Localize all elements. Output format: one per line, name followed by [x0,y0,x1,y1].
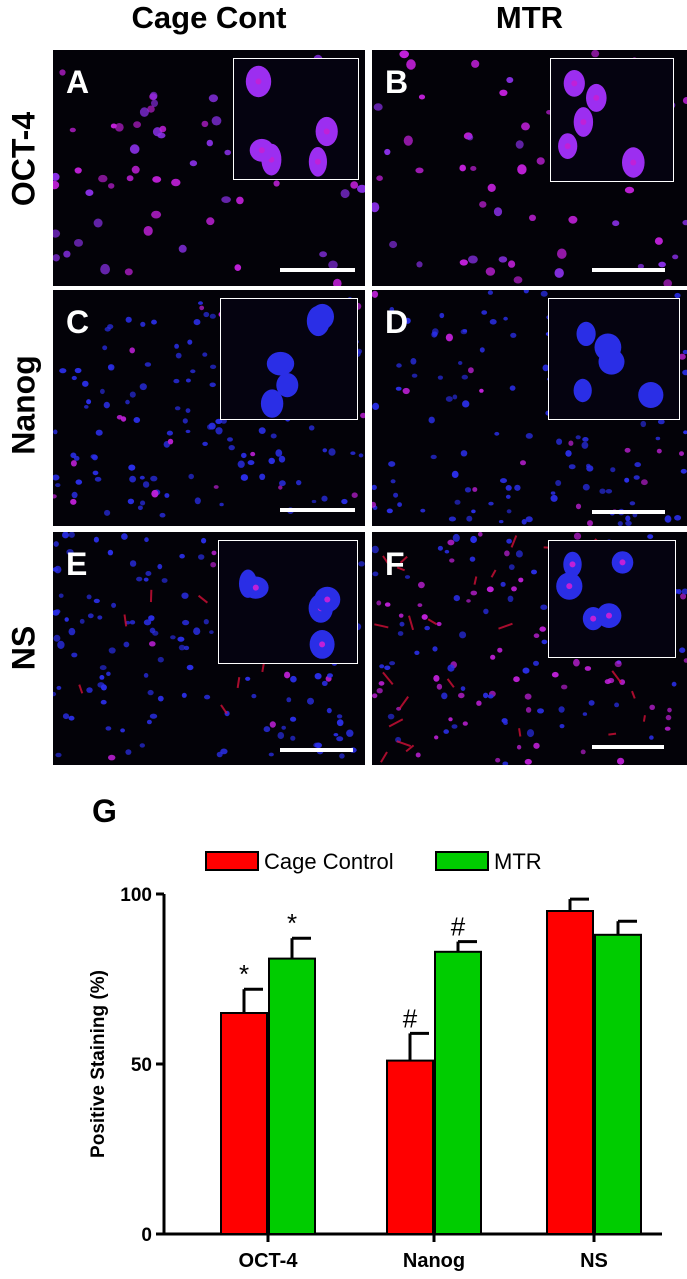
panel-letter: B [385,64,409,100]
bar-ns-1 [594,933,642,1236]
cell-nuclei [53,54,365,286]
zoom-inset [550,58,674,182]
inset-nuclei [573,321,664,408]
panel-letter: D [385,304,409,340]
bar-oct4-1 [268,957,316,1235]
inset-nuclei [558,70,645,178]
bar-oct4-0 [220,1012,268,1235]
column-header-cage-cont: Cage Cont [131,0,287,35]
micrograph-panel-a: A [53,50,365,286]
scale-bar [592,510,665,514]
row-label-nanog: Nanog [5,355,42,455]
significance-marker: * [287,908,297,938]
scale-bar [280,268,355,272]
micrograph-panel-e: E [53,532,365,765]
micrograph-panel-b: B [372,50,687,286]
inset-nuclei [239,569,341,659]
y-tick-label-1: 50 [131,1055,152,1076]
column-header-mtr: MTR [495,0,564,35]
y-tick-label-0: 0 [141,1225,152,1246]
scale-bar [280,508,355,512]
zoom-inset [218,540,358,664]
panel-letter: C [66,304,90,340]
x-tick-label-2: NS [580,1250,608,1272]
significance-marker: # [403,1003,418,1033]
bar-nanog-0 [386,1059,434,1235]
bar-ns-0 [546,910,594,1235]
significance-marker: # [451,912,466,942]
scale-bar [592,745,664,749]
panel-letter: A [66,64,90,100]
y-tick-label-2: 100 [120,885,152,906]
row-label-oct4: OCT-4 [5,111,42,207]
inset-nuclei [556,551,634,631]
row-label-ns: NS [5,625,42,671]
micrograph-panel-c: C [53,290,365,526]
zoom-inset [220,298,358,420]
panel-letter: E [66,546,88,582]
legend-label-0: Cage Control [264,849,394,874]
x-tick-label-0: OCT-4 [239,1250,299,1272]
zoom-inset [548,540,676,658]
bar-chart: G Cage Control MTR 0 50 100 Positive Staining … [88,793,662,1272]
zoom-inset [548,298,680,420]
micrograph-panel-d: D [372,290,687,526]
legend-swatch-1 [435,851,489,871]
scale-bar [592,268,665,272]
y-axis-label: Positive Staining (%) [88,970,109,1158]
scale-bar [280,748,353,752]
inset-nuclei [245,65,338,177]
panel-letter: F [385,546,405,582]
micrograph-panel-f: F [372,532,687,765]
significance-marker: * [239,959,249,989]
legend-label-1: MTR [494,849,542,874]
bar-nanog-1 [434,950,482,1236]
inset-nuclei [260,303,334,418]
legend-swatch-0 [205,851,259,871]
zoom-inset [233,58,359,180]
x-tick-label-1: Nanog [403,1250,465,1272]
panel-letter-g: G [92,793,117,829]
